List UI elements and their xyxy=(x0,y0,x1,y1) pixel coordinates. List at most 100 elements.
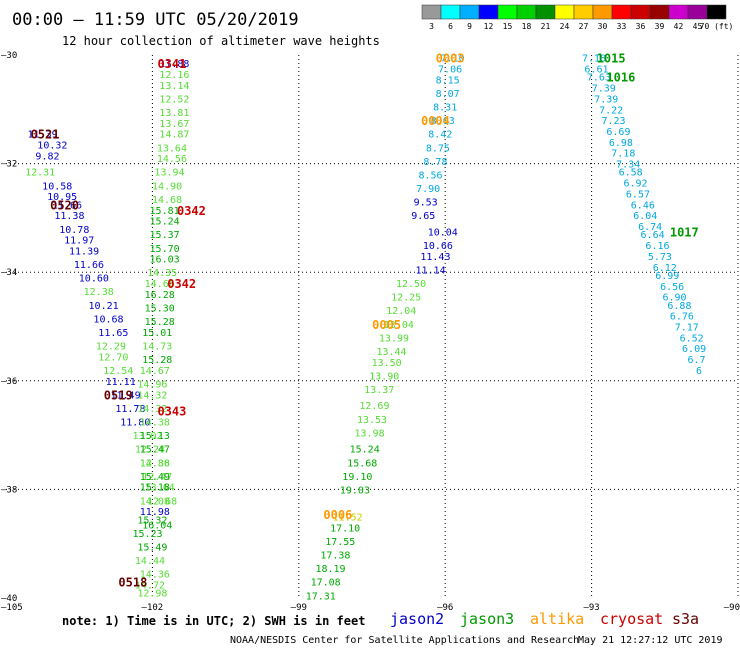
jason3-value: 12.47 xyxy=(142,472,172,483)
altika-value: 7.90 xyxy=(416,184,440,195)
jason3-value: 13.67 xyxy=(159,119,189,130)
jason3-value: 17.08 xyxy=(311,578,341,589)
jason3-value: 14.73 xyxy=(142,342,172,353)
jason3-value: 12.04 xyxy=(386,306,416,317)
cryosat-value: 6.98 xyxy=(609,138,633,149)
cryosat-value: 7.18 xyxy=(582,54,606,65)
y-tick-label: –40 xyxy=(1,594,17,604)
altika-value: 8.07 xyxy=(436,89,460,100)
pass-label: 0343 xyxy=(157,405,186,419)
jason2-value: 10.32 xyxy=(37,141,67,152)
colorbar-label: 3 xyxy=(429,22,434,31)
jason3-value: 18.19 xyxy=(315,564,345,575)
colorbar-label: 15 xyxy=(503,22,513,31)
cryosat-value: 7.18 xyxy=(611,149,635,160)
jason3-value: 17.31 xyxy=(306,591,336,602)
colorbar-label: 27 xyxy=(579,22,589,31)
jason2-value: 9.82 xyxy=(35,151,59,162)
cryosat-value: 6.69 xyxy=(606,127,630,138)
cryosat-value: 6 xyxy=(696,366,702,377)
jason3-value: 12.29 xyxy=(96,342,126,353)
jason3-value: 16.03 xyxy=(150,255,180,266)
pass-label: 0342 xyxy=(167,277,196,291)
jason3-value: 15.24 xyxy=(150,217,180,228)
colorbar-swatch xyxy=(440,4,461,20)
colorbar-swatch xyxy=(706,4,727,20)
data-points: 11.3910.329.8210.5810.9511.6611.3810.781… xyxy=(25,54,706,603)
legend: jason2 jason3 altika cryosat s3a xyxy=(390,610,699,628)
jason3-value: 15.30 xyxy=(145,303,175,314)
colorbar-label: 24 xyxy=(560,22,570,31)
altika-value: 8.78 xyxy=(423,157,447,168)
jason2-value: 10.78 xyxy=(59,225,89,236)
pass-label: 0518 xyxy=(118,576,147,590)
cryosat-value: 5.73 xyxy=(648,252,672,263)
colorbar-label: 70 (ft) xyxy=(700,22,734,31)
colorbar-swatch xyxy=(535,4,556,20)
jason3-value: 14.44 xyxy=(135,556,165,567)
jason3-value: 12.31 xyxy=(25,168,55,179)
jason3-value: 14.87 xyxy=(159,130,189,141)
colorbar-swatch xyxy=(592,4,613,20)
jason3-value: 15.49 xyxy=(137,542,167,553)
jason3-value: 13.64 xyxy=(145,483,175,494)
jason3-value: 15.18 xyxy=(140,483,170,494)
colorbar-label: 30 xyxy=(598,22,608,31)
altika-value: 7.06 xyxy=(438,65,462,76)
axes: –30 –32 –34 –36 –38 –40–105 –102 –99 –96 –93 –90 xyxy=(1,51,740,613)
cryosat-value: 6.04 xyxy=(633,211,657,222)
jason3-value: 14.72 xyxy=(135,580,165,591)
cryosat-value: 6.76 xyxy=(670,312,694,323)
jason2-value: 10.60 xyxy=(79,274,109,285)
pass-label: 1017 xyxy=(670,225,699,239)
jason3-value: 14.32 xyxy=(137,404,167,415)
cryosat-value: 6.09 xyxy=(682,344,706,355)
jason3-value: 15.13 xyxy=(140,431,170,442)
colorbar-label: 6 xyxy=(448,22,453,31)
jason2-value: 11.43 xyxy=(420,252,450,263)
pass-label: 0342 xyxy=(177,204,206,218)
altika-value: 8.56 xyxy=(419,170,443,181)
jason3-value: 12.38 xyxy=(84,287,114,298)
jason3-value: 12.52 xyxy=(159,94,189,105)
altika-value: 7.10 xyxy=(440,54,464,65)
cryosat-value: 6.88 xyxy=(667,301,691,312)
jason3-value: 15.24 xyxy=(350,445,380,456)
jason3-value: 16.28 xyxy=(145,290,175,301)
jason3-value: 13.44 xyxy=(376,347,406,358)
jason3-value: 15.37 xyxy=(150,230,180,241)
jason3-value: 12.50 xyxy=(396,279,426,290)
jason2-value: 10.95 xyxy=(47,192,77,203)
jason3-value: 14.38 xyxy=(140,418,170,429)
jason3-value: 16.04 xyxy=(142,521,172,532)
colorbar-swatch xyxy=(573,4,594,20)
legend-altika: altika xyxy=(530,610,584,628)
colorbar-swatch xyxy=(554,4,575,20)
cryosat-value: 7.17 xyxy=(675,323,699,334)
unit-note: note: 1) Time is in UTC; 2) SWH is in fe… xyxy=(62,614,365,628)
jason3-value: 12.69 xyxy=(359,401,389,412)
colorbar-swatch xyxy=(421,4,442,20)
jason3-value: 13.99 xyxy=(379,333,409,344)
x-tick-label: –99 xyxy=(291,603,307,613)
jason3-value: 14.08 xyxy=(140,496,170,507)
pass-label: 1016 xyxy=(606,71,635,85)
colorbar-label: 9 xyxy=(467,22,472,31)
jason3-value: 17.10 xyxy=(330,523,360,534)
chart-subtitle: 12 hour collection of altimeter wave hei… xyxy=(62,34,380,48)
colorbar-swatch xyxy=(630,4,651,20)
altika-value: 9.53 xyxy=(414,198,438,209)
jason3-value: 15.49 xyxy=(140,472,170,483)
jason3-value: 13.37 xyxy=(364,385,394,396)
colorbar-swatch xyxy=(497,4,518,20)
colorbar-label: 36 xyxy=(636,22,646,31)
colorbar-label: 39 xyxy=(655,22,665,31)
cryosat-value: 6.61 xyxy=(584,65,608,76)
x-tick-label: –102 xyxy=(142,603,164,613)
pass-label: 0341 xyxy=(157,57,186,71)
jason3-value: 12.38 xyxy=(140,458,170,469)
jason3-value: 15.32 xyxy=(137,515,167,526)
pass-label: 0005 xyxy=(372,318,401,332)
jason3-value: 12.16 xyxy=(159,70,189,81)
